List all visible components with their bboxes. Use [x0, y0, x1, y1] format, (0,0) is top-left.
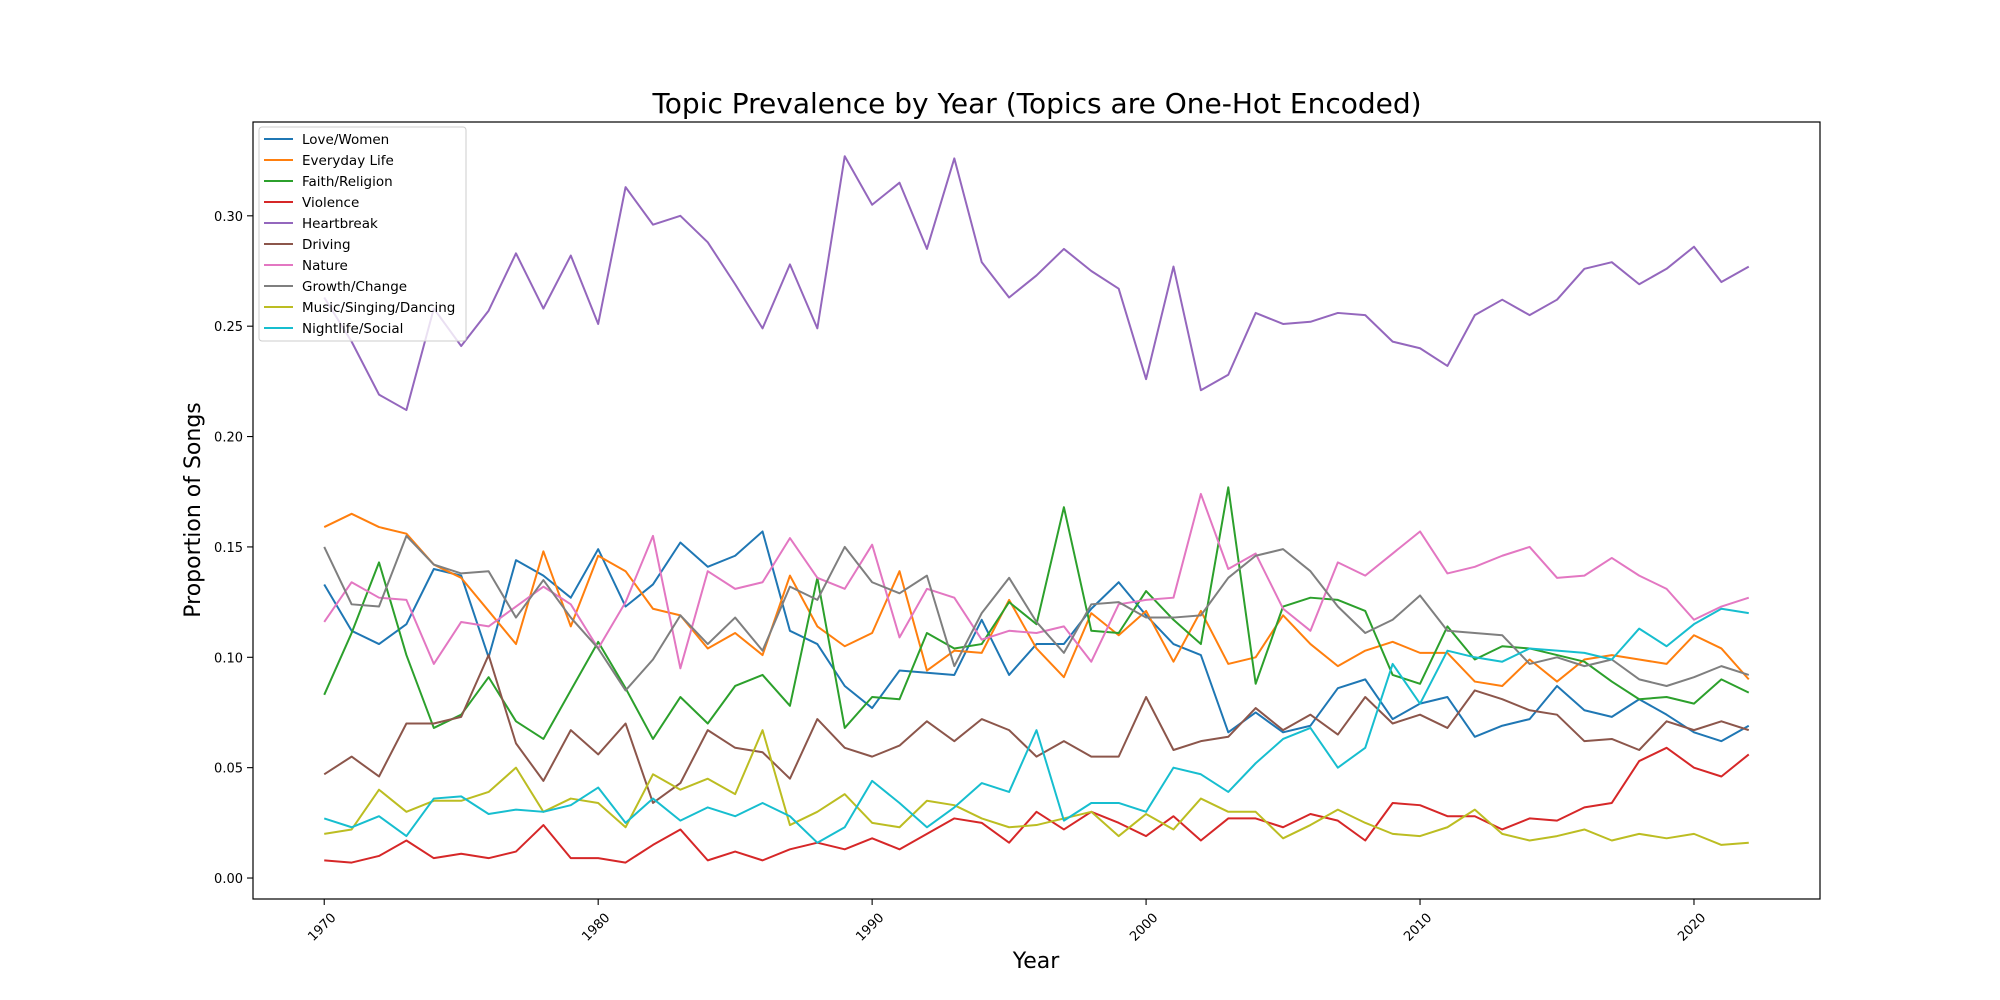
legend-label-7: Growth/Change: [302, 279, 407, 295]
y-axis: 0.00 0.05 0.10 0.15 0.20 0.25 0.30: [214, 210, 253, 887]
y-tick-label-0: 0.00: [214, 872, 243, 887]
legend-label-2: Faith/Religion: [302, 174, 393, 190]
legend-box: [258, 126, 467, 342]
series-line-2: [323, 486, 1750, 740]
x-tick-label-5: 2020: [1675, 911, 1709, 945]
series-line-0: [323, 530, 1750, 743]
legend-label-1: Everyday Life: [302, 153, 394, 169]
y-tick-label-1: 0.05: [214, 762, 243, 777]
y-tick-label-5: 0.25: [214, 320, 243, 335]
x-tick-label-1: 1980: [579, 911, 613, 945]
x-axis: 1970 1980 1990 2000 2010 2020: [305, 899, 1709, 945]
series-line-4: [323, 155, 1750, 412]
x-axis-title: Year: [1012, 949, 1061, 974]
plot-frame: [252, 121, 1821, 900]
x-tick-label-0: 1970: [305, 911, 339, 945]
legend-label-3: Violence: [302, 195, 359, 211]
series-line-9: [323, 607, 1749, 844]
y-tick-label-6: 0.30: [214, 210, 243, 225]
legend-label-6: Nature: [302, 258, 348, 274]
x-tick-label-4: 2010: [1401, 911, 1435, 945]
legend-label-5: Driving: [302, 237, 351, 253]
x-tick-label-3: 2000: [1127, 911, 1161, 945]
series-layer: [323, 155, 1750, 864]
series-line-3: [324, 746, 1750, 864]
legend-label-8: Music/Singing/Dancing: [302, 300, 455, 316]
y-tick-label-4: 0.20: [214, 431, 243, 446]
series-line-1: [323, 512, 1750, 687]
legend-label-0: Love/Women: [302, 132, 389, 148]
y-tick-label-3: 0.15: [214, 541, 243, 556]
series-line-5: [323, 654, 1750, 804]
series-line-8: [324, 729, 1749, 846]
y-tick-label-2: 0.10: [214, 651, 243, 666]
series-line-7: [323, 534, 1750, 692]
series-line-6: [323, 492, 1750, 670]
legend-label-9: Nightlife/Social: [302, 321, 403, 337]
chart-title: Topic Prevalence by Year (Topics are One…: [651, 87, 1421, 120]
y-axis-title: Proportion of Songs: [181, 402, 206, 618]
x-tick-label-2: 1990: [853, 911, 887, 945]
legend-label-4: Heartbreak: [302, 216, 378, 232]
legend: Love/Women Everyday Life Faith/Religion Vio…: [258, 126, 467, 342]
